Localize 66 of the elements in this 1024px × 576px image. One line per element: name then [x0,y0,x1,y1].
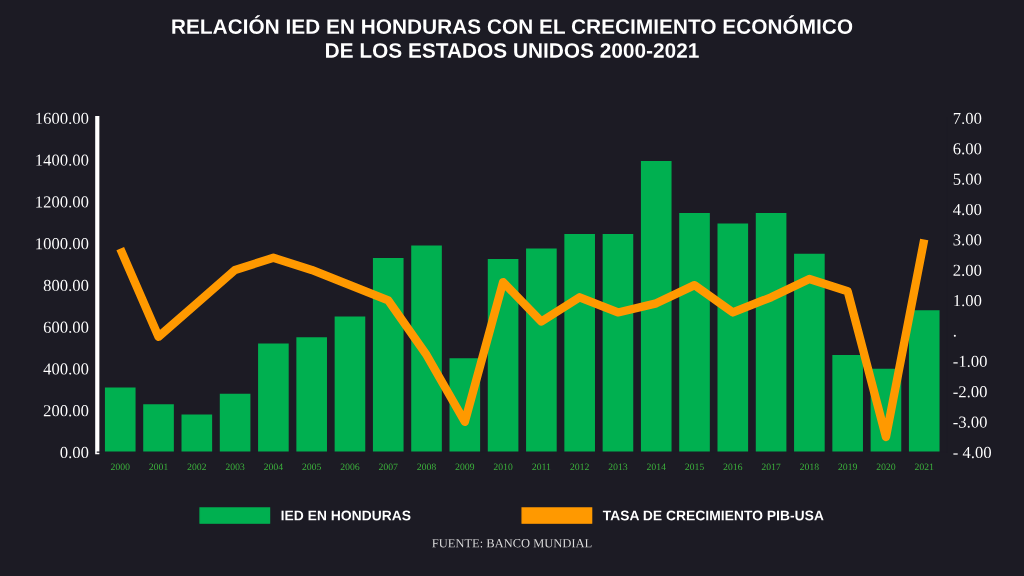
y-tick-label: 0.00 [60,446,89,459]
y-tick-label: 1600.00 [36,112,89,125]
x-tick-label: 2000 [110,463,130,471]
bar [564,233,595,453]
x-tick-label: 2005 [302,463,322,471]
x-tick-label: 2011 [532,463,551,471]
bar [258,343,289,453]
y2-tick-label: -1.00 [953,355,987,368]
bar [832,355,863,453]
y2-tick-label: 2.00 [953,264,982,276]
y-tick-label: 600.00 [43,321,89,333]
x-tick-label: 2002 [187,463,207,471]
x-tick-label: 2021 [914,463,934,471]
y-tick-label: 1400.00 [36,154,89,166]
y2-tick-label: 4.00 [953,203,982,216]
bar [755,213,787,453]
bar [411,245,442,453]
bar [640,160,672,453]
bar [908,310,940,453]
x-tick-label: 2001 [149,463,168,471]
x-tick-label: 2016 [723,463,743,471]
x-tick-label: 2006 [340,463,360,471]
bar [143,404,174,453]
x-tick-label: 2020 [876,463,896,471]
y2-tick-label: 3.00 [953,234,982,246]
x-tick-label: 2003 [225,463,245,471]
bar [679,213,710,453]
y-tick-label: 800.00 [43,279,89,292]
y2-tick-label: - 4.00 [953,446,991,459]
bar [104,387,136,453]
x-tick-label: 2007 [378,463,398,471]
bar [794,253,825,453]
bar [526,248,557,453]
y2-tick-label: -3.00 [953,416,987,428]
x-tick-label: 2018 [800,463,819,471]
x-tick-label: 2004 [264,463,283,471]
bar [602,233,634,453]
bar [372,257,404,453]
chart-title: RELACIÓN IED EN HONDURAS CON EL CRECIMIENTO ECONÓMICO DE LOS ESTADOS UNIDOS 2000-2021 [172,15,853,58]
legend-label: TASA DE CRECIMIENTO PIB-USA [602,510,824,521]
bar [717,223,749,453]
bar [334,316,366,453]
x-tick-label: 2009 [455,463,475,471]
x-tick-label: 2015 [685,463,704,471]
y2-tick-label: 1.00 [954,295,982,307]
y-tick-label: 200.00 [43,405,89,417]
x-tick-label: 2010 [493,463,513,471]
y2-tick-label: 5.00 [953,173,982,185]
x-tick-label: 2017 [761,463,781,471]
y2-tick-label: -2.00 [953,386,987,398]
x-tick-label: 2019 [838,463,857,471]
y-tick-label: 400.00 [43,363,89,375]
bar [296,337,327,453]
source-note: FUENTE: BANCO MUNDIAL [432,539,592,548]
y-tick-label: 1000.00 [36,238,89,250]
x-tick-label: 2008 [417,463,436,471]
y-tick-label: 1200.00 [36,196,89,208]
y2-tick-label: . [953,334,956,337]
legend-label: IED EN HONDURAS [281,510,411,521]
y2-tick-label: 7.00 [953,112,982,125]
x-tick-label: 2013 [608,463,628,471]
y2-tick-label: 6.00 [953,143,982,155]
bar [219,393,251,453]
bar [181,414,213,453]
x-tick-label: 2014 [646,463,666,471]
x-tick-label: 2012 [570,463,589,471]
